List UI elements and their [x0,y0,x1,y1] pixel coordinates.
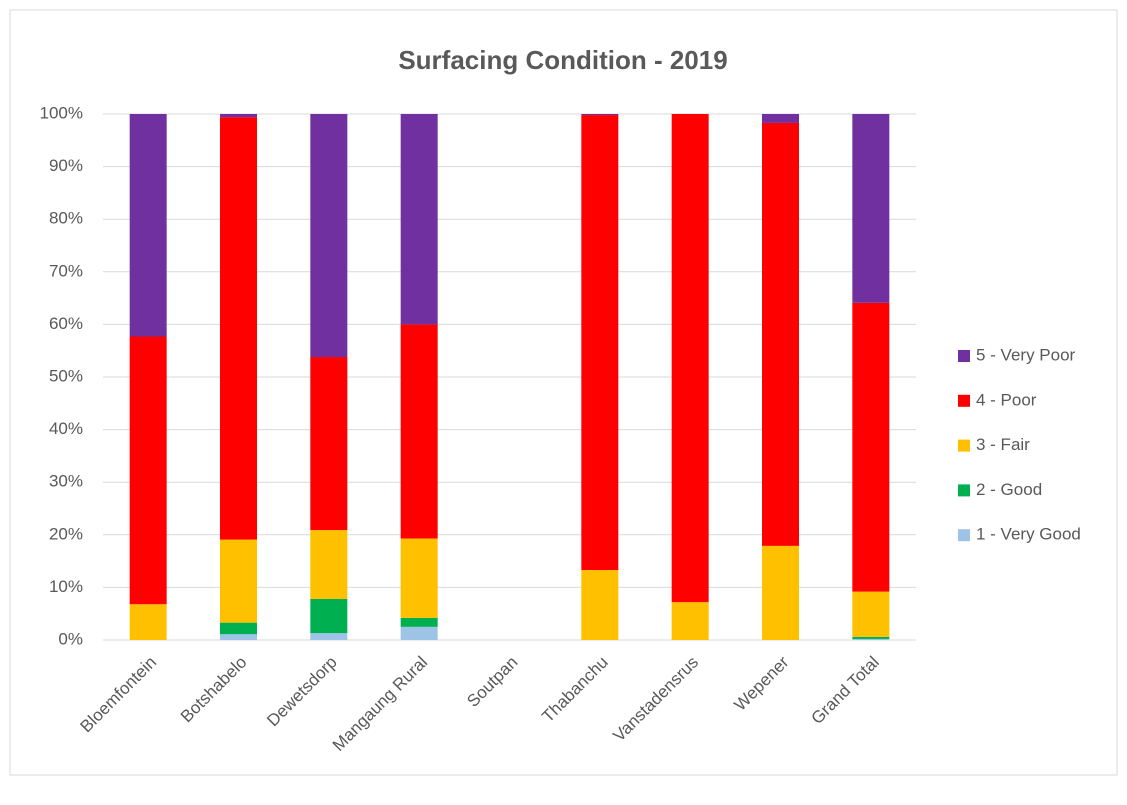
bar-segment [671,114,709,603]
bar-segment [220,634,257,640]
bar-segment [129,604,167,640]
bar-segment [671,602,709,640]
bar-segment [220,117,257,540]
bar-segment [310,598,348,634]
bar-segment [400,114,438,325]
bar-segment [400,538,438,618]
legend-swatch [958,529,970,542]
bar-segment [581,114,619,116]
bar-segment [762,122,799,546]
y-tick-label: 50% [49,366,83,385]
bar-segment [400,626,438,640]
legend-label: 3 - Fair [976,435,1030,454]
y-tick-label: 40% [49,419,83,438]
bar-segment [220,114,257,118]
legend-label: 4 - Poor [976,390,1037,409]
bar-segment [310,357,348,531]
y-tick-label: 70% [49,261,83,280]
bar-segment [220,539,257,623]
y-tick-label: 10% [49,577,83,596]
bar-segment [852,302,890,592]
bar-segment [310,633,348,640]
y-tick-label: 20% [49,524,83,543]
bar-segment [310,114,348,358]
bar-segment [220,622,257,635]
chart-border [9,9,1118,776]
bar-segment [581,570,619,640]
y-tick-label: 80% [49,209,83,228]
legend-swatch [958,484,970,497]
bar-segment [852,638,890,640]
bar-segment [762,114,799,123]
legend-label: 1 - Very Good [976,525,1081,544]
bar-segment [129,114,167,337]
bar-segment [400,324,438,539]
legend-swatch [958,439,970,452]
bar-segment [852,636,890,639]
y-tick-label: 30% [49,472,83,491]
y-tick-label: 100% [40,103,83,122]
legend-swatch [958,350,970,362]
y-tick-label: 60% [49,314,83,333]
bar-segment [762,545,799,640]
bar-segment [852,591,890,637]
bar-segment [852,114,890,303]
chart-title: Surfacing Condition - 2019 [398,45,727,75]
bar-segment [310,530,348,599]
bar-segment [129,336,167,605]
bar-segment [400,617,438,627]
legend-swatch [958,394,970,407]
y-tick-label: 90% [49,156,83,175]
y-tick-label: 0% [58,629,83,648]
legend-label: 5 - Very Poor [976,345,1076,364]
bar-segment [581,115,619,571]
legend-label: 2 - Good [976,480,1042,499]
